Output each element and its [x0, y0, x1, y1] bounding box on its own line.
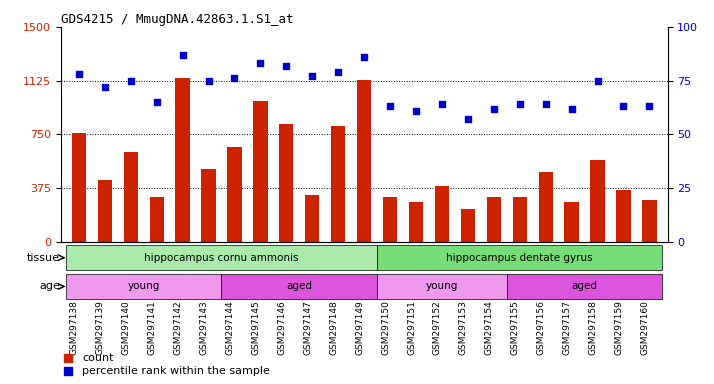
Text: GSM297157: GSM297157	[563, 300, 572, 355]
Bar	[124, 152, 138, 242]
Bar	[616, 190, 630, 242]
Point	[358, 54, 370, 60]
Text: GSM297151: GSM297151	[407, 300, 416, 355]
Text: age: age	[39, 281, 60, 291]
Text: GSM297156: GSM297156	[537, 300, 545, 355]
Point	[151, 99, 162, 105]
Point	[644, 103, 655, 109]
Bar	[377, 274, 507, 299]
Point	[411, 108, 422, 114]
Text: GDS4215 / MmugDNA.42863.1.S1_at: GDS4215 / MmugDNA.42863.1.S1_at	[61, 13, 293, 26]
Text: GSM297147: GSM297147	[303, 300, 312, 355]
Bar	[176, 78, 190, 242]
Text: GSM297150: GSM297150	[381, 300, 390, 355]
Point	[488, 106, 500, 112]
Text: GSM297155: GSM297155	[511, 300, 520, 355]
Point	[255, 60, 266, 66]
Text: hippocampus dentate gyrus: hippocampus dentate gyrus	[446, 253, 593, 263]
Text: GSM297153: GSM297153	[459, 300, 468, 355]
Bar	[357, 80, 371, 242]
Bar	[383, 197, 397, 242]
Text: GSM297144: GSM297144	[226, 300, 234, 355]
Text: GSM297138: GSM297138	[70, 300, 79, 355]
Text: GSM297148: GSM297148	[329, 300, 338, 355]
Bar	[98, 180, 112, 242]
Point	[306, 73, 318, 79]
Text: GSM297139: GSM297139	[96, 300, 105, 355]
Bar	[331, 126, 346, 242]
Bar	[435, 186, 449, 242]
Text: GSM297158: GSM297158	[588, 300, 598, 355]
Bar	[221, 274, 377, 299]
Bar	[66, 274, 221, 299]
Text: GSM297145: GSM297145	[251, 300, 261, 355]
Bar	[409, 202, 423, 242]
Bar	[227, 147, 241, 242]
Bar	[253, 101, 268, 242]
Text: GSM297159: GSM297159	[615, 300, 623, 355]
Bar	[538, 172, 553, 242]
Bar	[590, 160, 605, 242]
Point	[384, 103, 396, 109]
Text: young: young	[128, 281, 160, 291]
Text: young: young	[426, 281, 458, 291]
Text: GSM297149: GSM297149	[355, 300, 364, 355]
Text: GSM297160: GSM297160	[640, 300, 650, 355]
Text: count: count	[82, 353, 114, 363]
Bar	[279, 124, 293, 242]
Point	[281, 63, 292, 69]
Text: GSM297142: GSM297142	[174, 300, 183, 355]
Bar	[487, 197, 501, 242]
Bar	[565, 202, 579, 242]
Point	[62, 367, 74, 374]
Point	[177, 52, 188, 58]
Text: percentile rank within the sample: percentile rank within the sample	[82, 366, 270, 376]
Point	[540, 101, 551, 108]
Text: GSM297152: GSM297152	[433, 300, 442, 355]
Text: GSM297141: GSM297141	[148, 300, 156, 355]
Point	[228, 75, 240, 81]
Point	[73, 71, 84, 77]
Bar	[305, 195, 319, 242]
Text: GSM297154: GSM297154	[485, 300, 494, 355]
Point	[514, 101, 526, 108]
Point	[125, 78, 136, 84]
Point	[99, 84, 111, 90]
Bar	[461, 209, 475, 242]
Text: GSM297140: GSM297140	[121, 300, 131, 355]
Bar	[643, 200, 657, 242]
Text: GSM297146: GSM297146	[277, 300, 286, 355]
Bar	[507, 274, 663, 299]
Text: aged: aged	[286, 281, 312, 291]
Point	[462, 116, 473, 122]
Bar	[513, 197, 527, 242]
Point	[566, 106, 578, 112]
Point	[592, 78, 603, 84]
Bar	[66, 245, 377, 270]
Bar	[149, 197, 164, 242]
Point	[333, 69, 344, 75]
Bar	[71, 133, 86, 242]
Bar	[201, 169, 216, 242]
Point	[618, 103, 629, 109]
Text: hippocampus cornu ammonis: hippocampus cornu ammonis	[144, 253, 298, 263]
Point	[203, 78, 214, 84]
Point	[62, 355, 74, 361]
Bar	[377, 245, 663, 270]
Text: tissue: tissue	[27, 253, 60, 263]
Point	[436, 101, 448, 108]
Text: GSM297143: GSM297143	[199, 300, 208, 355]
Text: aged: aged	[572, 281, 598, 291]
